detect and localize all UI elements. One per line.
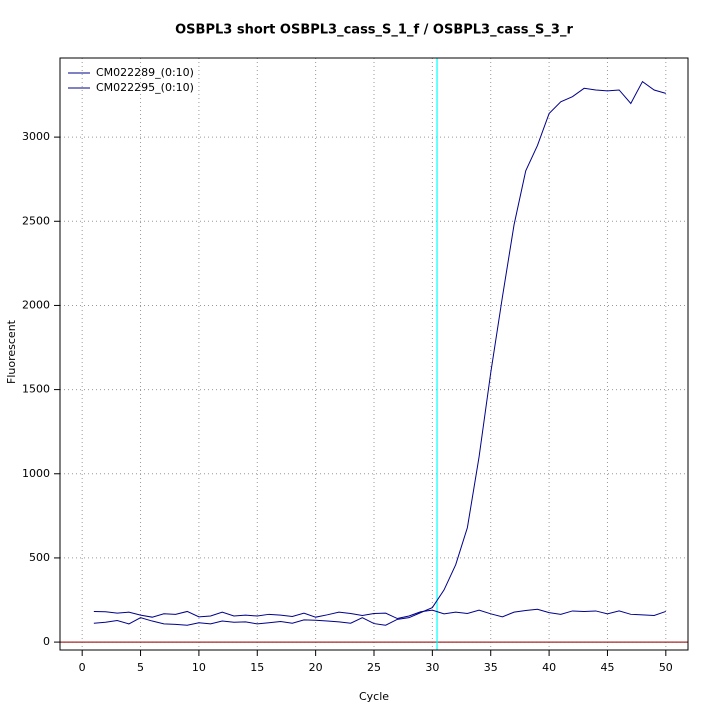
x-axis-label: Cycle [359, 690, 389, 703]
x-tick-label: 20 [309, 661, 323, 674]
y-tick-label: 2500 [22, 214, 50, 227]
y-tick-label: 500 [29, 551, 50, 564]
y-tick-label: 1500 [22, 383, 50, 396]
y-tick-label: 0 [43, 635, 50, 648]
legend-label: CM022289_(0:10) [96, 66, 194, 79]
x-tick-label: 0 [79, 661, 86, 674]
x-tick-label: 30 [425, 661, 439, 674]
series-line [93, 80, 666, 626]
x-tick-label: 15 [250, 661, 264, 674]
plot-frame [59, 57, 689, 651]
y-tick-label: 1000 [22, 467, 50, 480]
y-tick-label: 3000 [22, 130, 50, 143]
x-tick-label: 25 [367, 661, 381, 674]
x-tick-label: 35 [484, 661, 498, 674]
x-tick-label: 40 [542, 661, 556, 674]
y-tick-label: 2000 [22, 298, 50, 311]
x-tick-label: 45 [600, 661, 614, 674]
legend-label: CM022295_(0:10) [96, 81, 194, 94]
y-axis-label: Fluorescent [5, 319, 18, 384]
chart-title: OSBPL3 short OSBPL3_cass_S_1_f / OSBPL3_… [175, 23, 573, 38]
x-tick-label: 10 [192, 661, 206, 674]
x-tick-label: 5 [137, 661, 144, 674]
series-line [93, 608, 666, 620]
x-tick-label: 50 [659, 661, 673, 674]
